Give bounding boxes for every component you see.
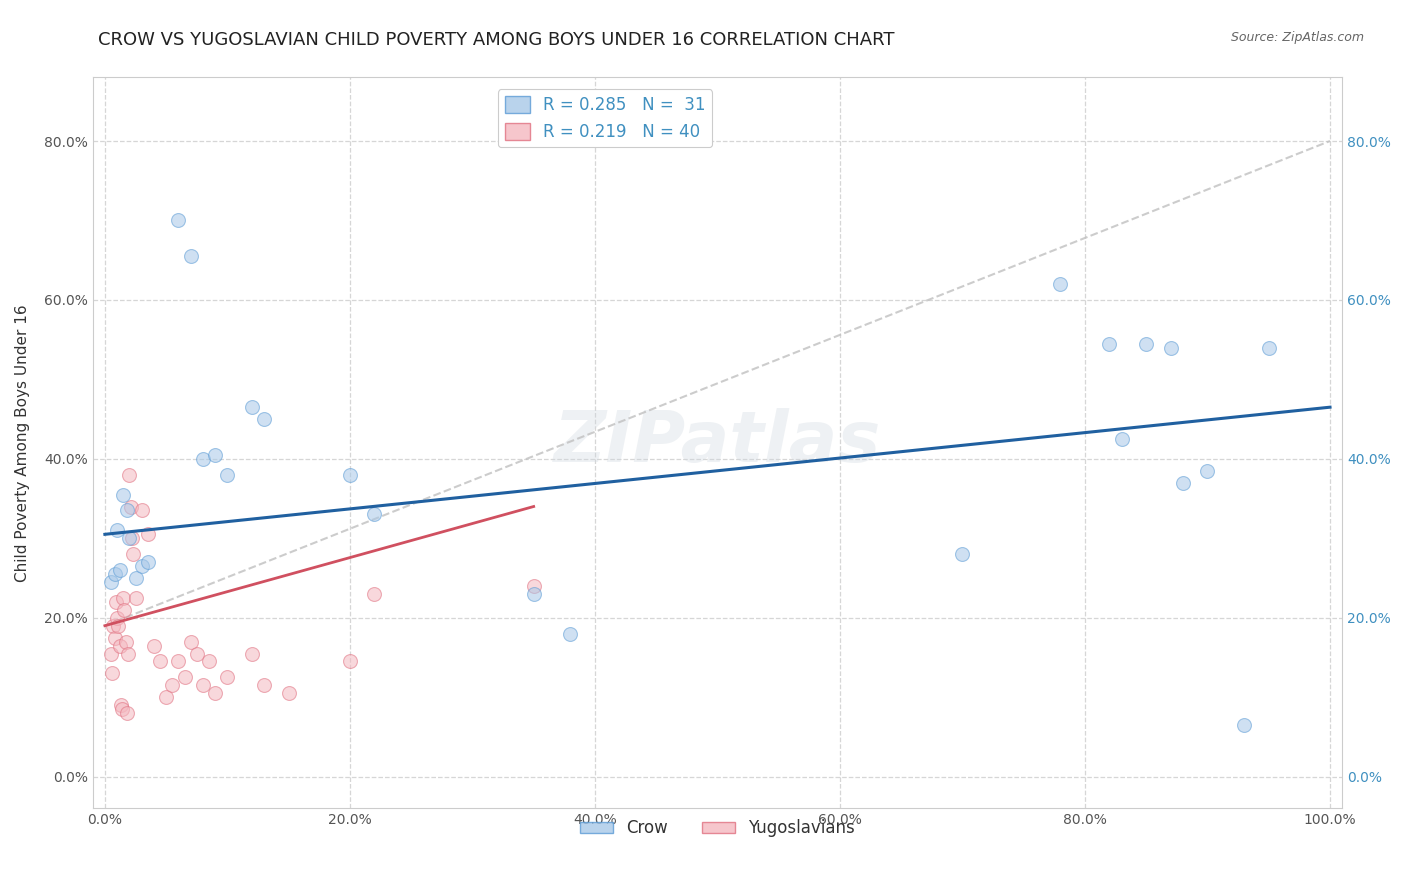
- Point: [136, 527, 159, 541]
- Point: [253, 412, 276, 426]
- Legend: Crow, Yugoslavians: Crow, Yugoslavians: [574, 813, 862, 844]
- Point: [363, 587, 385, 601]
- Point: [104, 631, 127, 645]
- Point: [204, 686, 226, 700]
- Point: [204, 448, 226, 462]
- Point: [167, 655, 190, 669]
- Point: [363, 508, 385, 522]
- Point: [111, 702, 134, 716]
- Point: [124, 591, 146, 605]
- Point: [180, 249, 202, 263]
- Point: [114, 603, 136, 617]
- Point: [186, 647, 208, 661]
- Point: [523, 587, 546, 601]
- Point: [115, 503, 138, 517]
- Point: [118, 531, 141, 545]
- Point: [115, 706, 138, 720]
- Point: [104, 567, 127, 582]
- Point: [277, 686, 299, 700]
- Point: [105, 611, 128, 625]
- Point: [1171, 475, 1194, 490]
- Point: [118, 467, 141, 482]
- Point: [1111, 432, 1133, 446]
- Point: [103, 618, 125, 632]
- Point: [1098, 336, 1121, 351]
- Point: [101, 666, 124, 681]
- Point: [124, 571, 146, 585]
- Point: [339, 655, 361, 669]
- Point: [240, 400, 263, 414]
- Point: [1197, 464, 1219, 478]
- Point: [560, 626, 582, 640]
- Point: [110, 698, 132, 713]
- Point: [121, 531, 143, 545]
- Point: [217, 670, 239, 684]
- Point: [1233, 718, 1256, 732]
- Point: [104, 595, 127, 609]
- Point: [117, 647, 139, 661]
- Point: [149, 655, 172, 669]
- Point: [1049, 277, 1071, 291]
- Point: [107, 618, 129, 632]
- Point: [108, 639, 131, 653]
- Text: Source: ZipAtlas.com: Source: ZipAtlas.com: [1230, 31, 1364, 45]
- Point: [114, 634, 136, 648]
- Point: [122, 547, 145, 561]
- Point: [339, 467, 361, 482]
- Point: [1135, 336, 1157, 351]
- Point: [952, 547, 974, 561]
- Point: [162, 678, 184, 692]
- Y-axis label: Child Poverty Among Boys Under 16: Child Poverty Among Boys Under 16: [15, 304, 30, 582]
- Point: [131, 503, 153, 517]
- Point: [191, 678, 214, 692]
- Point: [142, 639, 165, 653]
- Point: [100, 647, 122, 661]
- Point: [1160, 341, 1182, 355]
- Point: [112, 487, 135, 501]
- Text: ZIPatlas: ZIPatlas: [554, 409, 882, 477]
- Point: [1257, 341, 1279, 355]
- Point: [198, 655, 221, 669]
- Point: [155, 690, 177, 705]
- Point: [120, 500, 142, 514]
- Point: [191, 451, 214, 466]
- Point: [253, 678, 276, 692]
- Point: [131, 559, 153, 574]
- Point: [100, 574, 122, 589]
- Point: [180, 634, 202, 648]
- Point: [105, 524, 128, 538]
- Point: [523, 579, 546, 593]
- Point: [217, 467, 239, 482]
- Text: CROW VS YUGOSLAVIAN CHILD POVERTY AMONG BOYS UNDER 16 CORRELATION CHART: CROW VS YUGOSLAVIAN CHILD POVERTY AMONG …: [98, 31, 896, 49]
- Point: [112, 591, 135, 605]
- Point: [167, 213, 190, 227]
- Point: [173, 670, 195, 684]
- Point: [240, 647, 263, 661]
- Point: [136, 555, 159, 569]
- Point: [108, 563, 131, 577]
